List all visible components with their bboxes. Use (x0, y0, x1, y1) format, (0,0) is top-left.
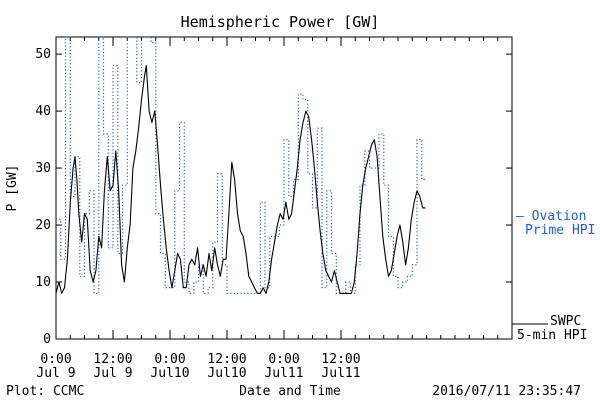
x-tick-label: 12:00 (321, 352, 360, 367)
x-tick-date-label: Jul 9 (36, 366, 75, 381)
y-axis-ticks: 0 10 20 30 40 50 (35, 47, 512, 347)
series-layer (55, 36, 426, 294)
x-tick-date-label: Jul 9 (93, 366, 132, 381)
legend-ovation-line1: — Ovation (516, 209, 586, 224)
y-axis-label: P [GW] (5, 165, 20, 212)
x-tick-date-label: Jul11 (321, 366, 360, 381)
y-tick-label: 0 (43, 332, 51, 347)
x-tick-label: 0:00 (154, 352, 185, 367)
series-swpc-5min-hpi (55, 64, 426, 294)
plot-timestamp: 2016/07/11 23:35:47 (432, 384, 581, 399)
x-tick-label: 12:00 (93, 352, 132, 367)
x-tick-date-label: Jul10 (150, 366, 189, 381)
y-tick-label: 10 (35, 275, 51, 290)
x-tick-date-label: Jul11 (264, 366, 303, 381)
y-tick-label: 20 (35, 218, 51, 233)
x-tick-label: 12:00 (207, 352, 246, 367)
y-tick-label: 50 (35, 47, 51, 62)
legend-swpc-line1: SWPC (550, 314, 581, 329)
x-tick-label: 0:00 (268, 352, 299, 367)
y-tick-label: 40 (35, 104, 51, 119)
x-tick-label: 0:00 (40, 352, 71, 367)
series-ovation-prime-hpi (56, 36, 426, 294)
chart-title: Hemispheric Power [GW] (181, 13, 380, 31)
x-axis-label: Date and Time (239, 384, 341, 399)
legend-swpc-line2: 5-min HPI (517, 328, 587, 343)
plot-credit: Plot: CCMC (6, 384, 84, 399)
x-tick-date-label: Jul10 (207, 366, 246, 381)
legend-ovation: — Ovation Prime HPI (516, 209, 595, 238)
legend-swpc: SWPC 5-min HPI (512, 314, 587, 343)
y-tick-label: 30 (35, 161, 51, 176)
legend-ovation-line2: Prime HPI (525, 223, 595, 238)
